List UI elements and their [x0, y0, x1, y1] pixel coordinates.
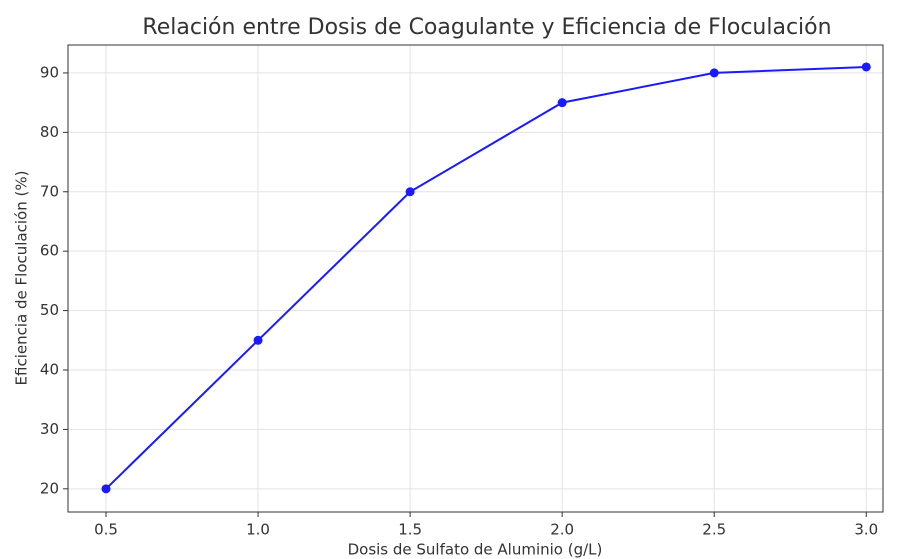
data-point [557, 98, 567, 108]
y-tick-label: 30 [40, 420, 59, 438]
data-point [253, 335, 263, 345]
y-tick-label: 40 [40, 360, 59, 378]
x-tick-label: 3.0 [854, 521, 878, 539]
y-tick-label: 20 [40, 479, 59, 497]
data-point [861, 62, 871, 72]
y-tick-label: 50 [40, 301, 59, 319]
x-tick-label: 2.0 [550, 521, 574, 539]
data-point [101, 484, 111, 494]
series-line [105, 65, 867, 490]
y-tick-label: 60 [40, 242, 59, 260]
y-tick-label: 80 [40, 123, 59, 141]
x-tick-label: 1.5 [398, 521, 422, 539]
data-point [709, 68, 719, 78]
y-axis-label: Eficiencia de Floculación (%) [13, 171, 31, 386]
x-tick-label: 2.5 [702, 521, 726, 539]
chart-title: Relación entre Dosis de Coagulante y Efi… [142, 15, 831, 40]
y-tick-label: 70 [40, 182, 59, 200]
x-axis-label: Dosis de Sulfato de Aluminio (g/L) [348, 541, 603, 559]
x-tick-label: 0.5 [94, 521, 118, 539]
y-tick-label: 90 [40, 63, 59, 81]
data-point [405, 187, 415, 197]
x-tick-label: 1.0 [246, 521, 270, 539]
plot-frame [67, 44, 884, 513]
